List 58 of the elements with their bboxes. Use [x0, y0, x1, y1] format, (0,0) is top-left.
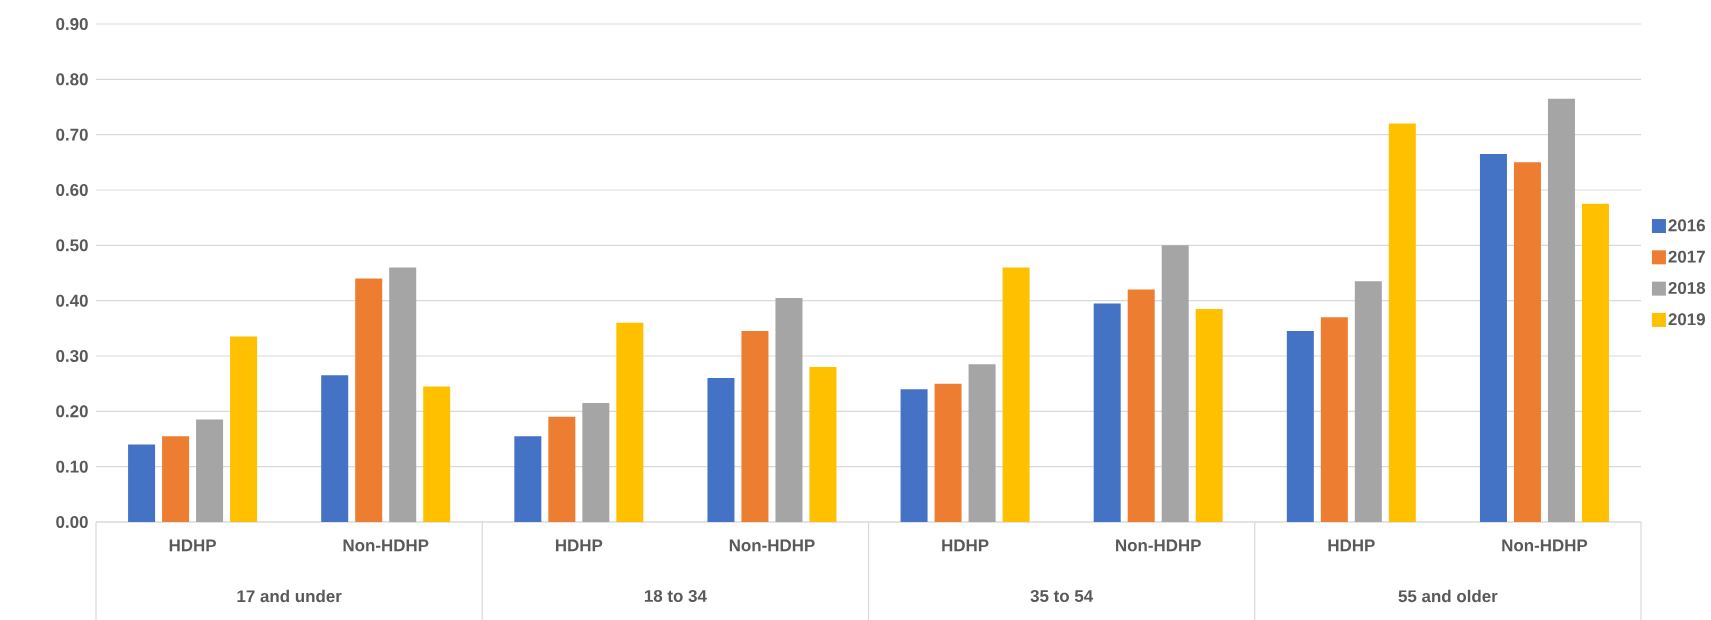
- y-tick-label: 0.60: [56, 183, 88, 196]
- bar: [809, 367, 837, 522]
- x-tick-label: HDHP: [169, 539, 216, 552]
- text: 17 and under: [237, 589, 342, 603]
- bar: [128, 444, 156, 522]
- bar: [741, 331, 769, 522]
- x-tick-label: Non-HDHP: [729, 539, 815, 552]
- bar: [775, 297, 803, 522]
- bar: [355, 278, 383, 522]
- y-tick-label: 0.70: [56, 128, 88, 141]
- legend-label: 2016: [1668, 219, 1705, 232]
- legend-label: 2018: [1668, 281, 1706, 294]
- bar: [514, 436, 542, 522]
- bar: [321, 375, 349, 522]
- bar: [1093, 303, 1121, 522]
- legend-label: 2017: [1668, 250, 1705, 263]
- text: 18 to 34: [644, 589, 707, 602]
- text: 55 and older: [1398, 589, 1498, 603]
- x-tick-label: HDHP: [942, 539, 989, 552]
- y-tick-label: 0.90: [56, 17, 88, 30]
- y-tick-label: 0.40: [56, 294, 88, 307]
- bar: [616, 322, 644, 522]
- bar: [1195, 308, 1223, 522]
- x-tick-label: HDHP: [555, 539, 603, 552]
- bar: [1127, 289, 1155, 522]
- bar: [1581, 203, 1609, 522]
- bar: [707, 378, 735, 522]
- y-tick-label: 0.80: [56, 73, 88, 86]
- bar: [1286, 331, 1314, 522]
- text: 35 to 54: [1030, 589, 1094, 602]
- bar: [1479, 154, 1507, 522]
- bar: [230, 336, 258, 522]
- y-tick-label: 0.50: [56, 239, 88, 252]
- y-tick-label: 0.20: [56, 405, 88, 418]
- bar: [423, 386, 451, 522]
- bar: [900, 389, 928, 522]
- bar: [389, 267, 417, 522]
- bar: [1354, 281, 1382, 522]
- y-tick-label: 0.10: [56, 460, 88, 473]
- x-tick-label: HDHP: [1328, 539, 1375, 552]
- bar: [1161, 245, 1189, 522]
- bar: [1002, 267, 1030, 522]
- bar: [1513, 162, 1541, 522]
- bar: [1547, 98, 1575, 522]
- bar: [934, 383, 962, 522]
- y-tick-label: 0.30: [56, 349, 88, 362]
- bar: [196, 419, 224, 522]
- x-tick-label: Non-HDHP: [343, 539, 429, 552]
- x-tick-label: Non-HDHP: [1502, 539, 1588, 552]
- bar: [1320, 317, 1348, 522]
- x-tick-label: Non-HDHP: [1116, 539, 1201, 552]
- bar: [548, 416, 576, 522]
- bar: [162, 436, 190, 522]
- y-tick-label: 0.00: [56, 515, 88, 528]
- legend-label: 2019: [1668, 313, 1705, 326]
- bar: [968, 364, 996, 522]
- bar: [1388, 123, 1416, 522]
- bar: [582, 403, 610, 522]
